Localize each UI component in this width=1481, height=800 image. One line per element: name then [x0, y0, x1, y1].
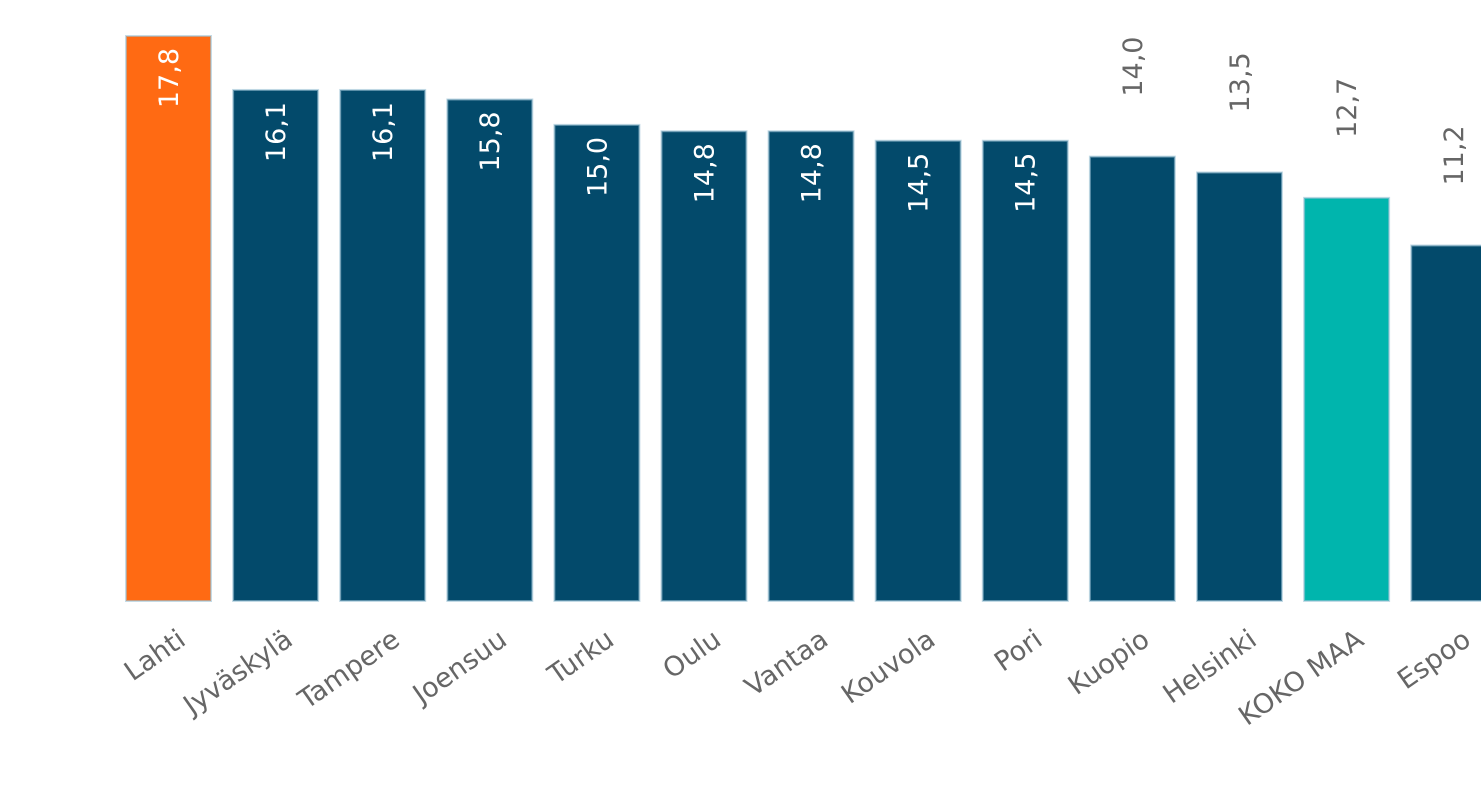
value-label: 14,5 [904, 153, 935, 213]
x-tick-label: Pori [989, 624, 1048, 678]
bar [767, 130, 855, 602]
x-tick-label: Tampere [292, 624, 405, 716]
bar [874, 139, 962, 602]
value-label: 14,0 [1118, 36, 1149, 96]
bar [1088, 155, 1176, 602]
x-tick-label: Turku [542, 624, 620, 692]
value-label: 16,1 [368, 102, 399, 162]
value-label: 15,0 [582, 137, 613, 197]
value-label: 14,8 [689, 143, 720, 203]
bar [125, 35, 212, 602]
bar [446, 98, 534, 602]
value-label: 17,8 [154, 48, 185, 108]
x-tick-label: Espoo [1392, 624, 1476, 696]
value-label: 16,1 [261, 102, 292, 162]
x-tick-label: Oulu [657, 624, 726, 686]
value-label: 14,5 [1011, 153, 1042, 213]
bar [1410, 244, 1481, 602]
bar [660, 130, 748, 602]
x-tick-label: Kouvola [836, 624, 941, 711]
bar [553, 123, 641, 602]
value-label: 11,2 [1439, 125, 1470, 185]
value-label: 14,8 [797, 143, 828, 203]
bar [232, 88, 320, 603]
bar [339, 88, 427, 603]
bar [1196, 171, 1283, 602]
value-label: 13,5 [1225, 52, 1256, 112]
x-tick-label: Jyväskylä [176, 624, 298, 722]
x-tick-label: Lahti [119, 624, 191, 688]
value-label: 15,8 [475, 111, 506, 171]
bar [1303, 196, 1391, 602]
x-tick-label: Vantaa [739, 624, 834, 703]
x-tick-label: Kuopio [1063, 624, 1155, 702]
x-tick-label: Joensuu [406, 624, 513, 712]
value-label: 12,7 [1332, 78, 1363, 138]
bar [981, 139, 1069, 602]
